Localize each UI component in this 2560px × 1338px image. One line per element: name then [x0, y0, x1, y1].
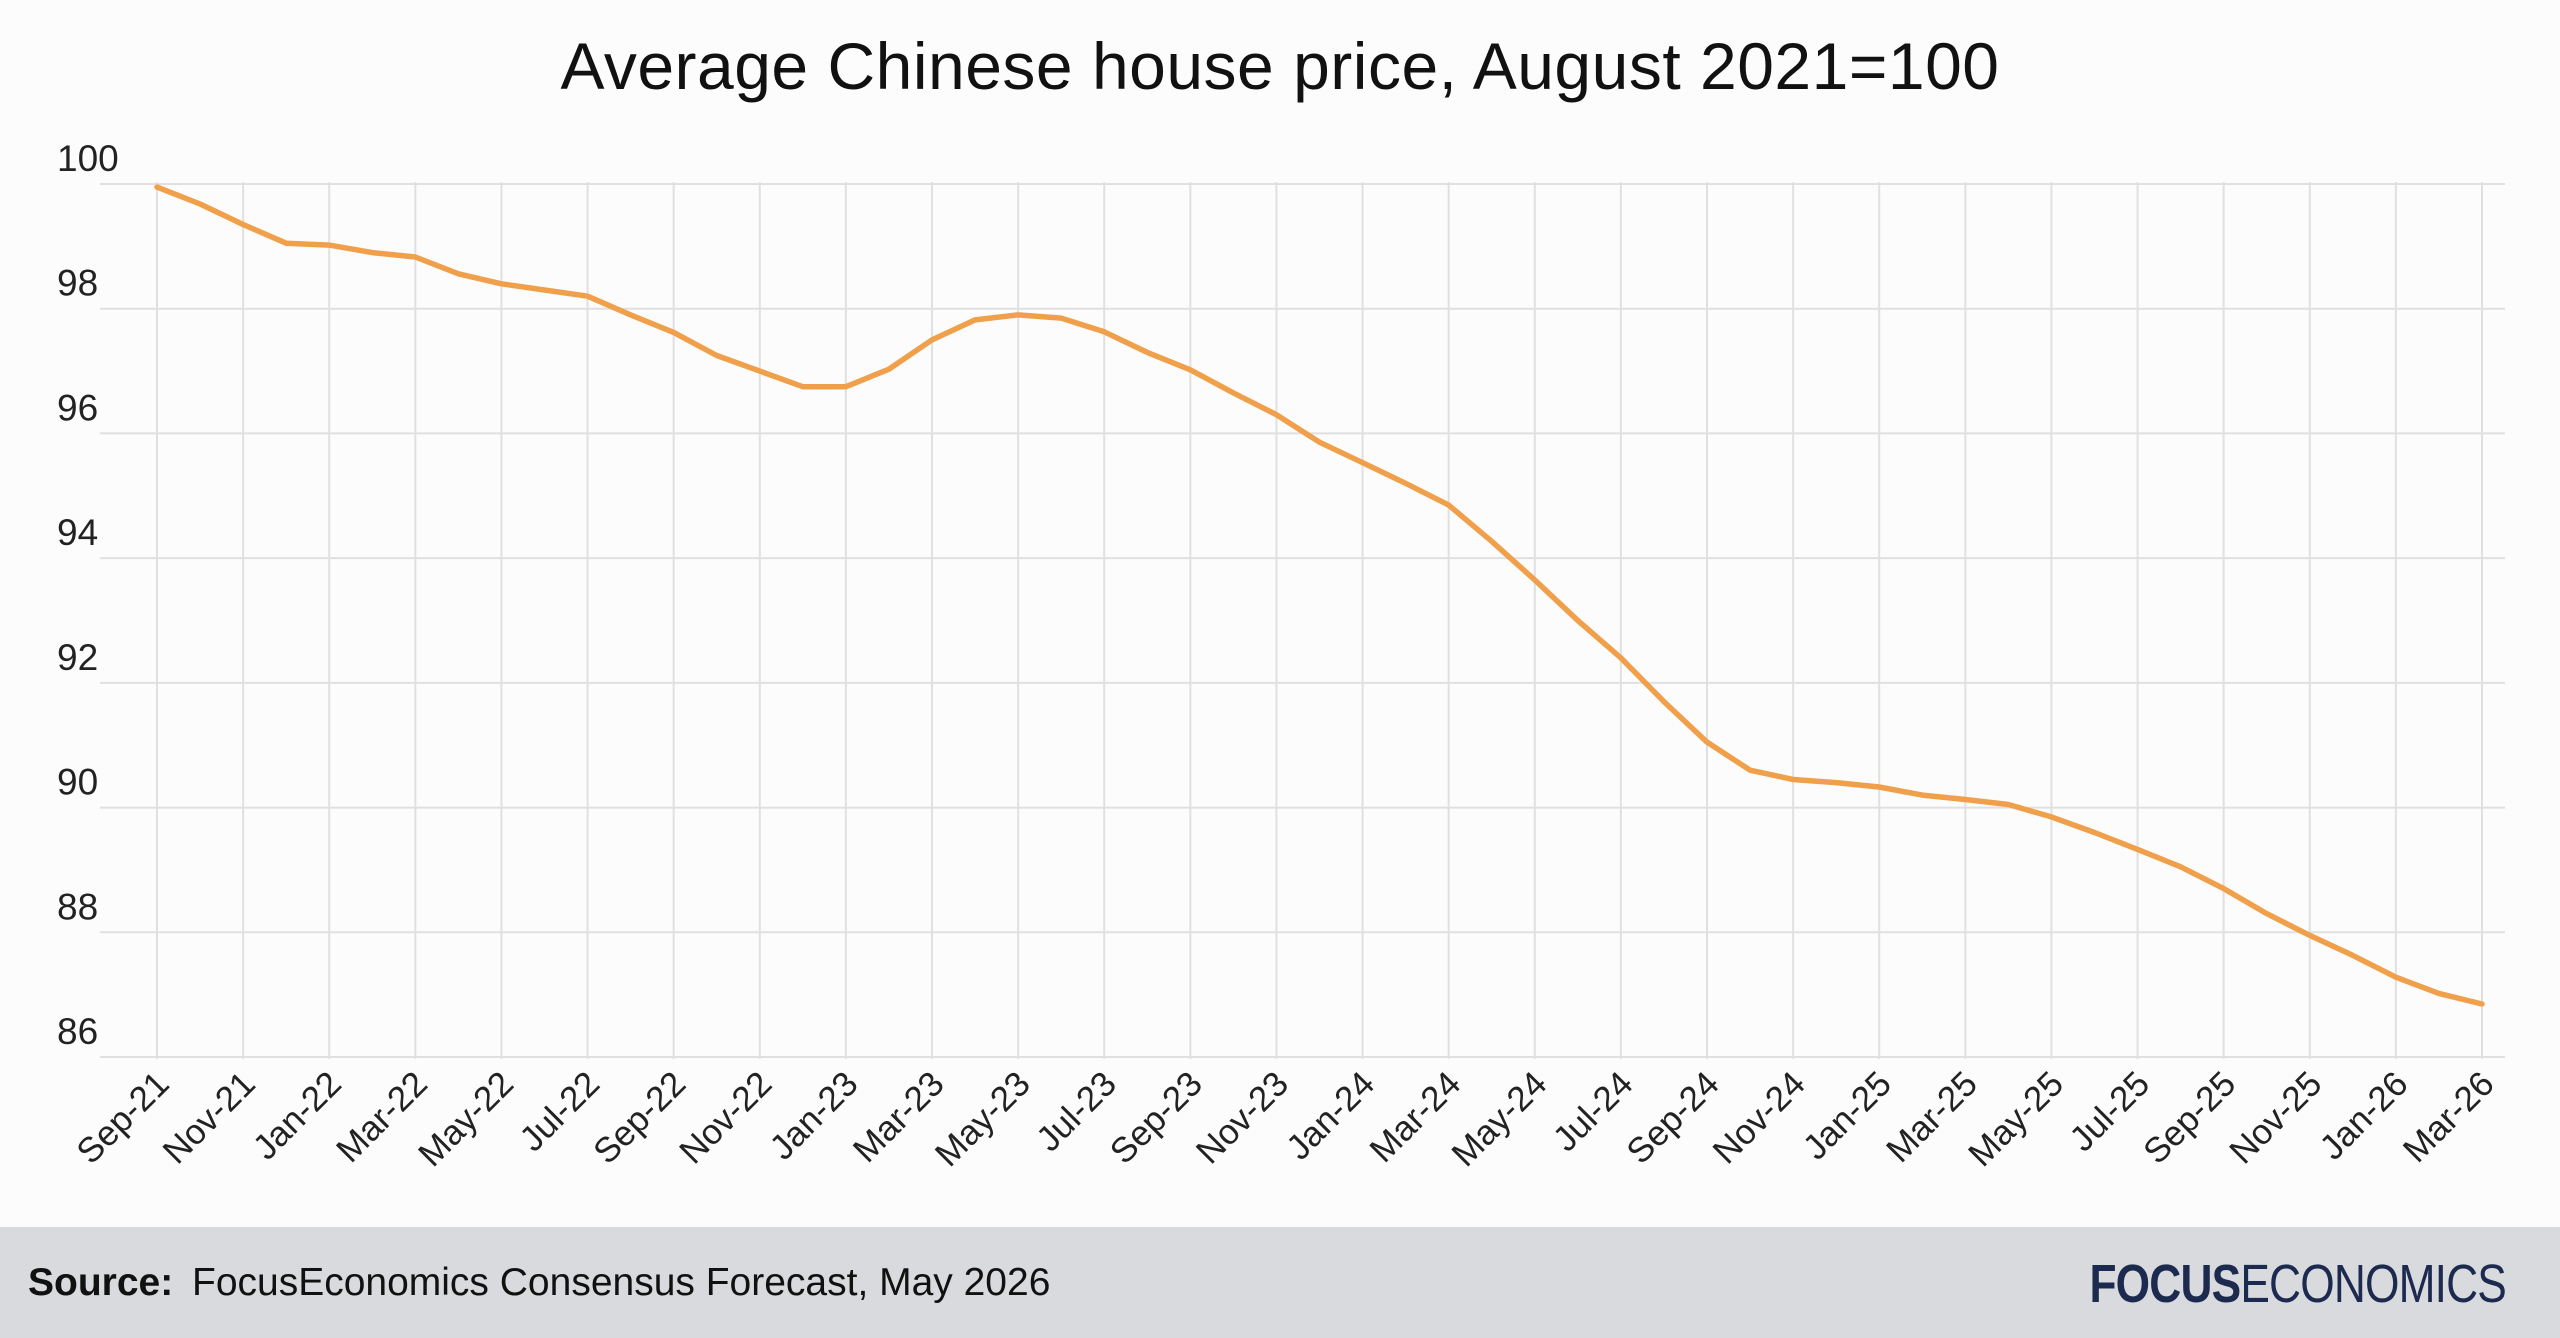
grid-layer [100, 182, 2505, 1059]
x-tick-label: May-25 [1961, 1064, 2071, 1174]
y-axis-tick-labels: 86 88 90 92 94 96 98 100 [57, 138, 119, 1052]
source-text: FocusEconomics Consensus Forecast, May 2… [192, 1261, 1051, 1304]
x-tick-label: Sep-22 [586, 1064, 693, 1171]
x-axis-tick-labels: Sep-21Nov-21Jan-22Mar-22May-22Jul-22Sep-… [69, 1064, 2501, 1174]
x-tick-label: Jan-24 [1279, 1064, 1382, 1167]
series-line [154, 184, 2485, 1007]
y-tick-label: 98 [57, 263, 98, 304]
x-tick-label: Nov-25 [2222, 1064, 2329, 1171]
x-tick-label: Jan-26 [2312, 1064, 2415, 1167]
x-tick-label: Jan-23 [762, 1064, 865, 1167]
x-tick-label: Sep-24 [1619, 1064, 1726, 1171]
logo-economics-text: ECONOMICS [2240, 1254, 2507, 1314]
x-tick-label: May-23 [928, 1064, 1038, 1174]
footer: Source: FocusEconomics Consensus Forecas… [0, 1227, 2560, 1338]
x-tick-label: Nov-22 [672, 1064, 779, 1171]
x-tick-label: Mar-26 [2396, 1064, 2502, 1170]
y-tick-label: 86 [57, 1011, 98, 1052]
x-tick-label: Jan-25 [1796, 1064, 1899, 1167]
y-tick-label: 88 [57, 886, 98, 927]
x-tick-label: Nov-24 [1705, 1064, 1812, 1171]
y-tick-label: 90 [57, 762, 98, 803]
x-tick-label: May-24 [1444, 1064, 1554, 1174]
y-tick-label: 94 [57, 512, 98, 553]
y-tick-label: 100 [57, 138, 119, 179]
series-layer [154, 184, 2485, 1007]
source-label: Source: [28, 1261, 174, 1304]
x-tick-label: Jan-22 [246, 1064, 349, 1167]
chart-title: Average Chinese house price, August 2021… [560, 29, 2000, 103]
x-tick-label: Sep-23 [1103, 1064, 1210, 1171]
logo-focus-text: FOCUS [2089, 1254, 2241, 1314]
x-tick-label: May-22 [411, 1064, 521, 1174]
x-tick-label: Nov-23 [1189, 1064, 1296, 1171]
focuseconomics-logo: FOCUSECONOMICS [2089, 1253, 2506, 1315]
x-tick-label: Nov-21 [155, 1064, 262, 1171]
y-tick-label: 96 [57, 387, 98, 428]
x-tick-label: Sep-21 [69, 1064, 176, 1171]
x-tick-label: Sep-25 [2136, 1064, 2243, 1171]
y-tick-label: 92 [57, 637, 98, 678]
